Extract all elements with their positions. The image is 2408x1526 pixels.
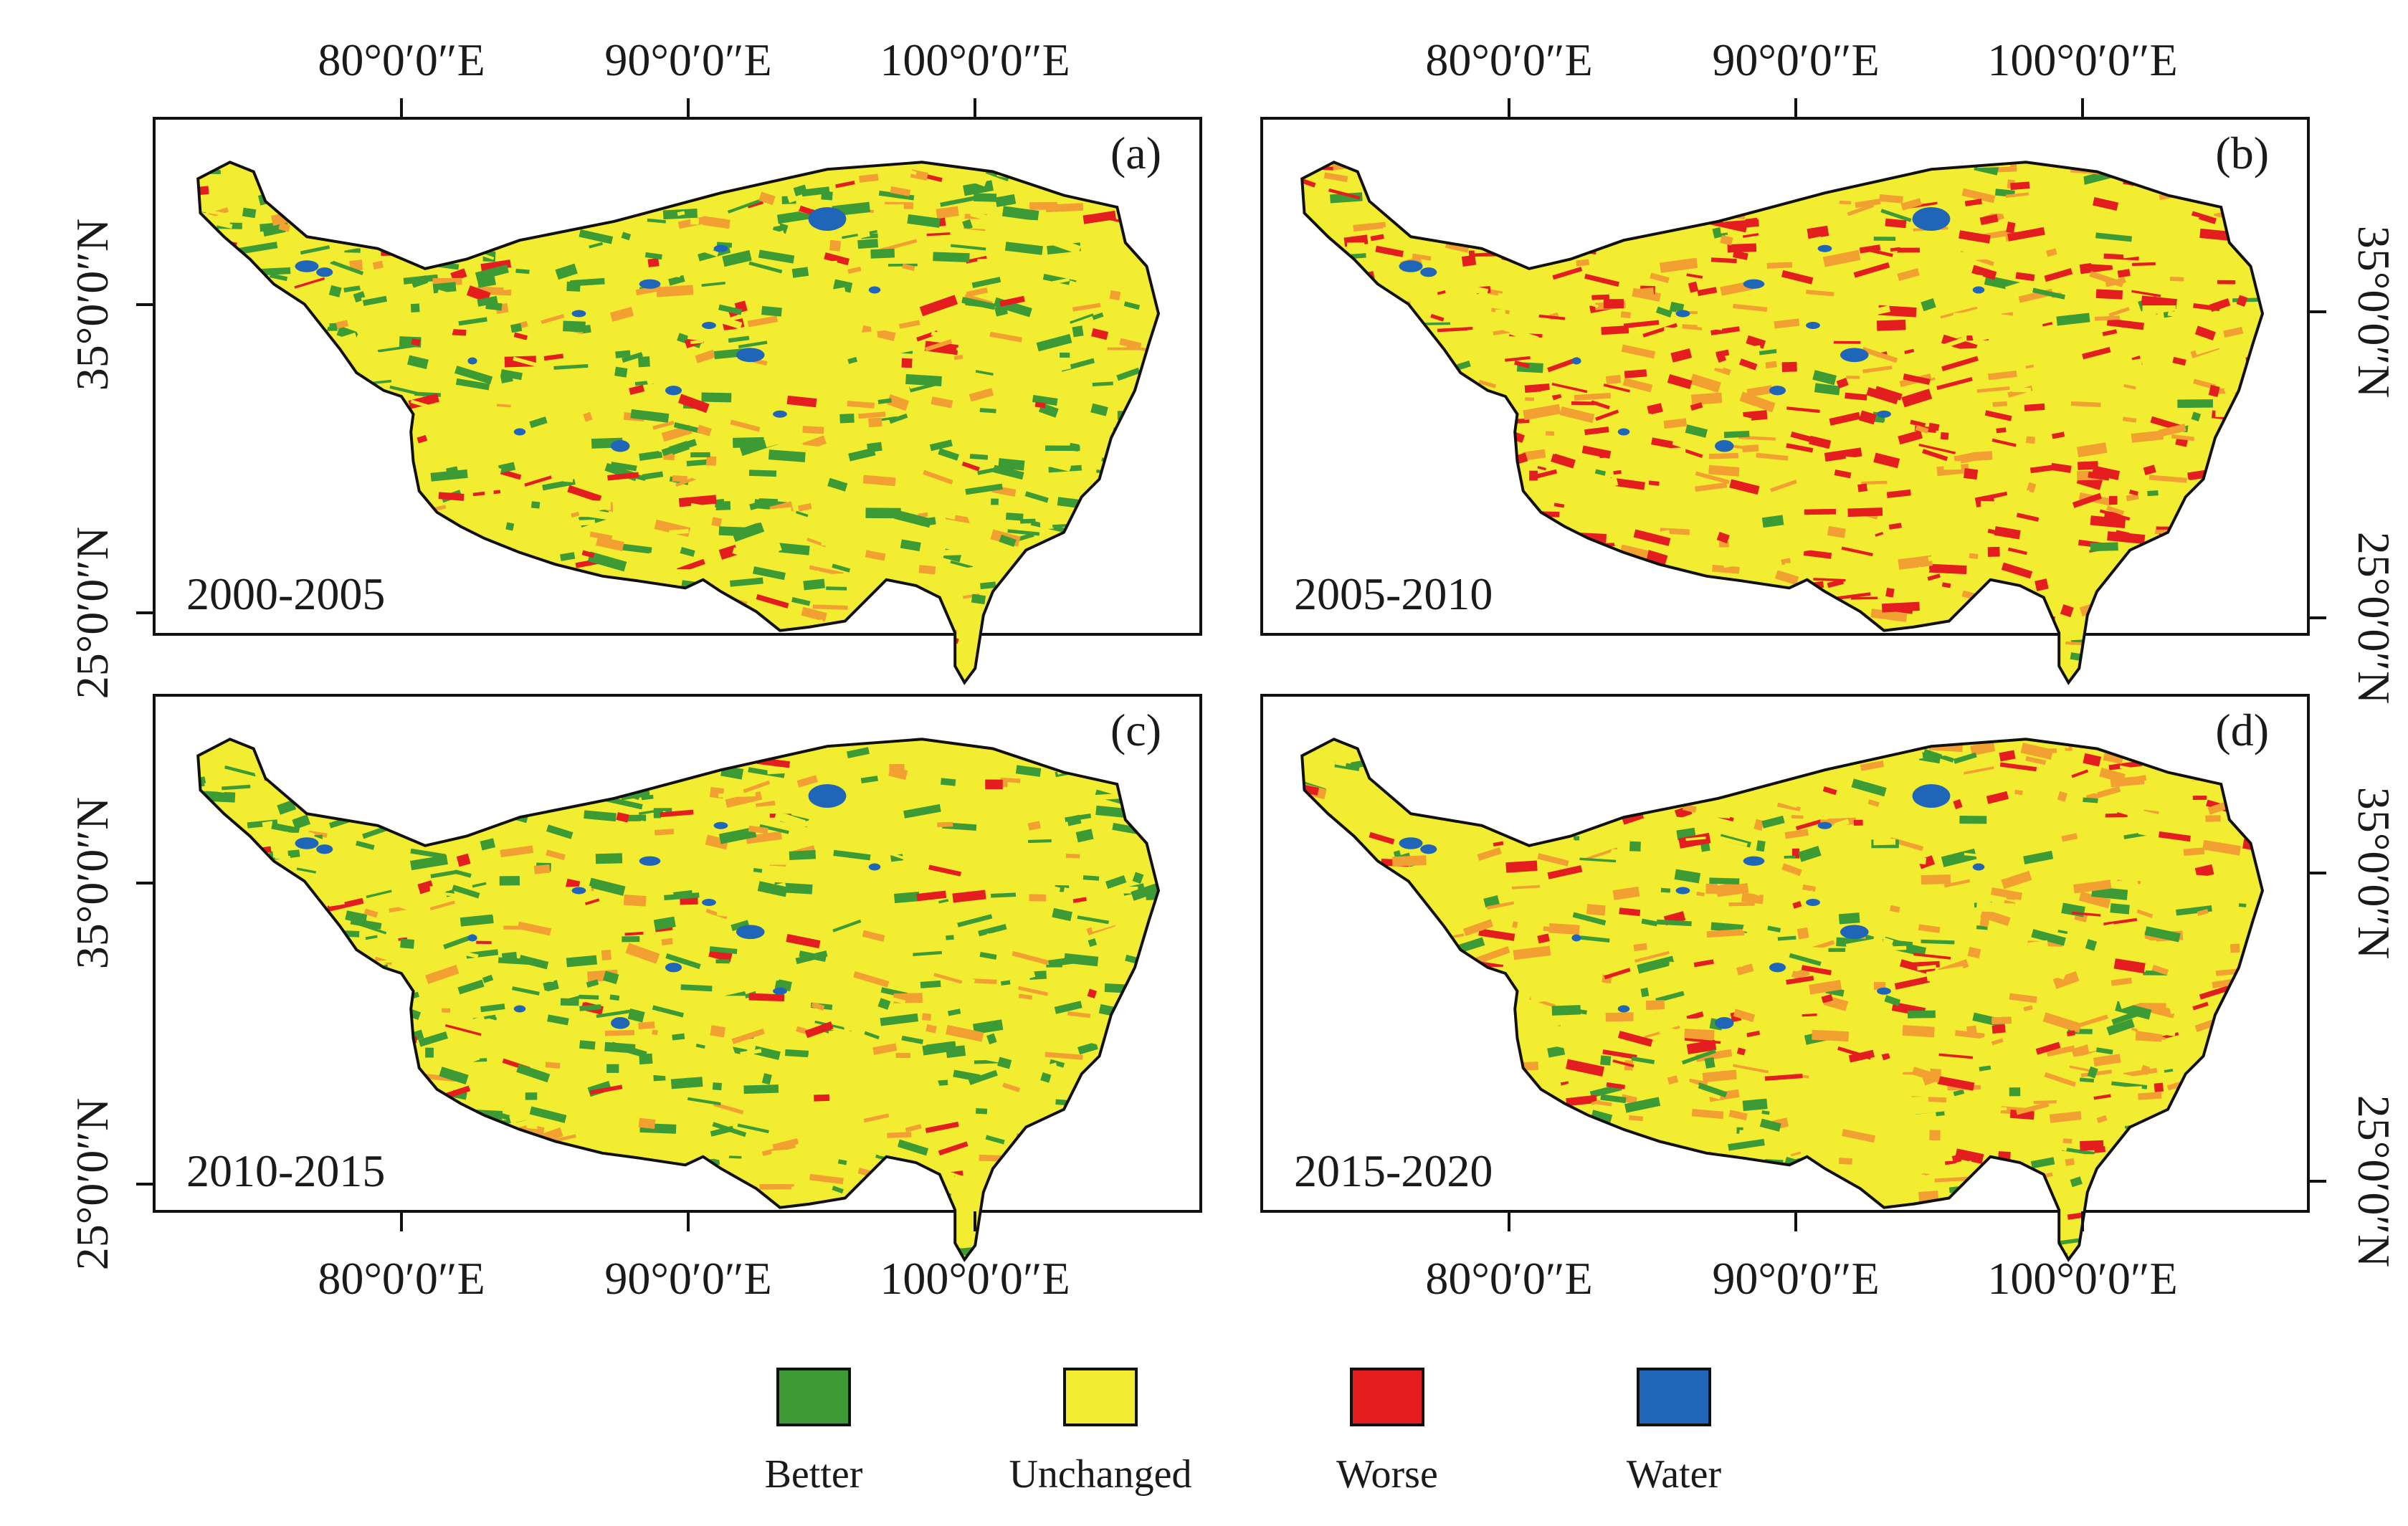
legend-swatch-water	[1637, 1368, 1711, 1426]
map-panel-3: (c) 2010-2015	[153, 694, 1202, 1262]
lon-label: 90°0′0″E	[1712, 34, 1879, 85]
period-label: 2005-2010	[1294, 568, 1493, 619]
lon-label: 80°0′0″E	[1425, 34, 1592, 85]
legend-swatch-unchanged	[1063, 1368, 1138, 1426]
lon-label: 100°0′0″E	[1987, 34, 2177, 85]
panel-tag: (c)	[1110, 705, 1161, 755]
lat-label: 25°0′0″N	[2348, 532, 2399, 704]
map-panel-2: (b) 2005-2010	[1260, 117, 2310, 685]
lon-label: 90°0′0″E	[604, 34, 771, 85]
lat-label: 35°0′0″N	[67, 219, 118, 391]
lon-label: 80°0′0″E	[318, 1253, 485, 1304]
legend-swatch-better	[776, 1368, 851, 1426]
lon-label: 80°0′0″E	[318, 34, 485, 85]
lon-label: 100°0′0″E	[1987, 1253, 2177, 1304]
panel-tag: (a)	[1110, 128, 1161, 178]
lat-label: 35°0′0″N	[2348, 787, 2399, 959]
lat-label: 35°0′0″N	[2348, 226, 2399, 398]
lon-label: 90°0′0″E	[604, 1253, 771, 1304]
panel-tag: (d)	[2215, 705, 2269, 755]
lat-label: 25°0′0″N	[2348, 1095, 2399, 1267]
map-panel-4: (d) 2015-2020	[1260, 694, 2310, 1262]
legend-swatch-worse	[1350, 1368, 1424, 1426]
period-label: 2000-2005	[186, 568, 385, 619]
map-panel-1: (a) 2000-2005	[153, 117, 1202, 685]
lon-label: 100°0′0″E	[880, 1253, 1070, 1304]
legend-label-water: Water	[1627, 1452, 1722, 1497]
lat-label: 25°0′0″N	[67, 527, 118, 699]
legend-label-better: Better	[765, 1452, 863, 1497]
legend-label-worse: Worse	[1336, 1452, 1438, 1497]
lat-label: 25°0′0″N	[67, 1098, 118, 1270]
legend: Better Unchanged Worse Water	[765, 1368, 1722, 1497]
panel-tag: (b)	[2215, 128, 2269, 178]
legend-label-unchanged: Unchanged	[1009, 1452, 1191, 1497]
lon-label: 100°0′0″E	[880, 34, 1070, 85]
lon-label: 90°0′0″E	[1712, 1253, 1879, 1304]
period-label: 2015-2020	[1294, 1145, 1493, 1196]
lon-label: 80°0′0″E	[1425, 1253, 1592, 1304]
period-label: 2010-2015	[186, 1145, 385, 1196]
lat-label: 35°0′0″N	[67, 797, 118, 969]
